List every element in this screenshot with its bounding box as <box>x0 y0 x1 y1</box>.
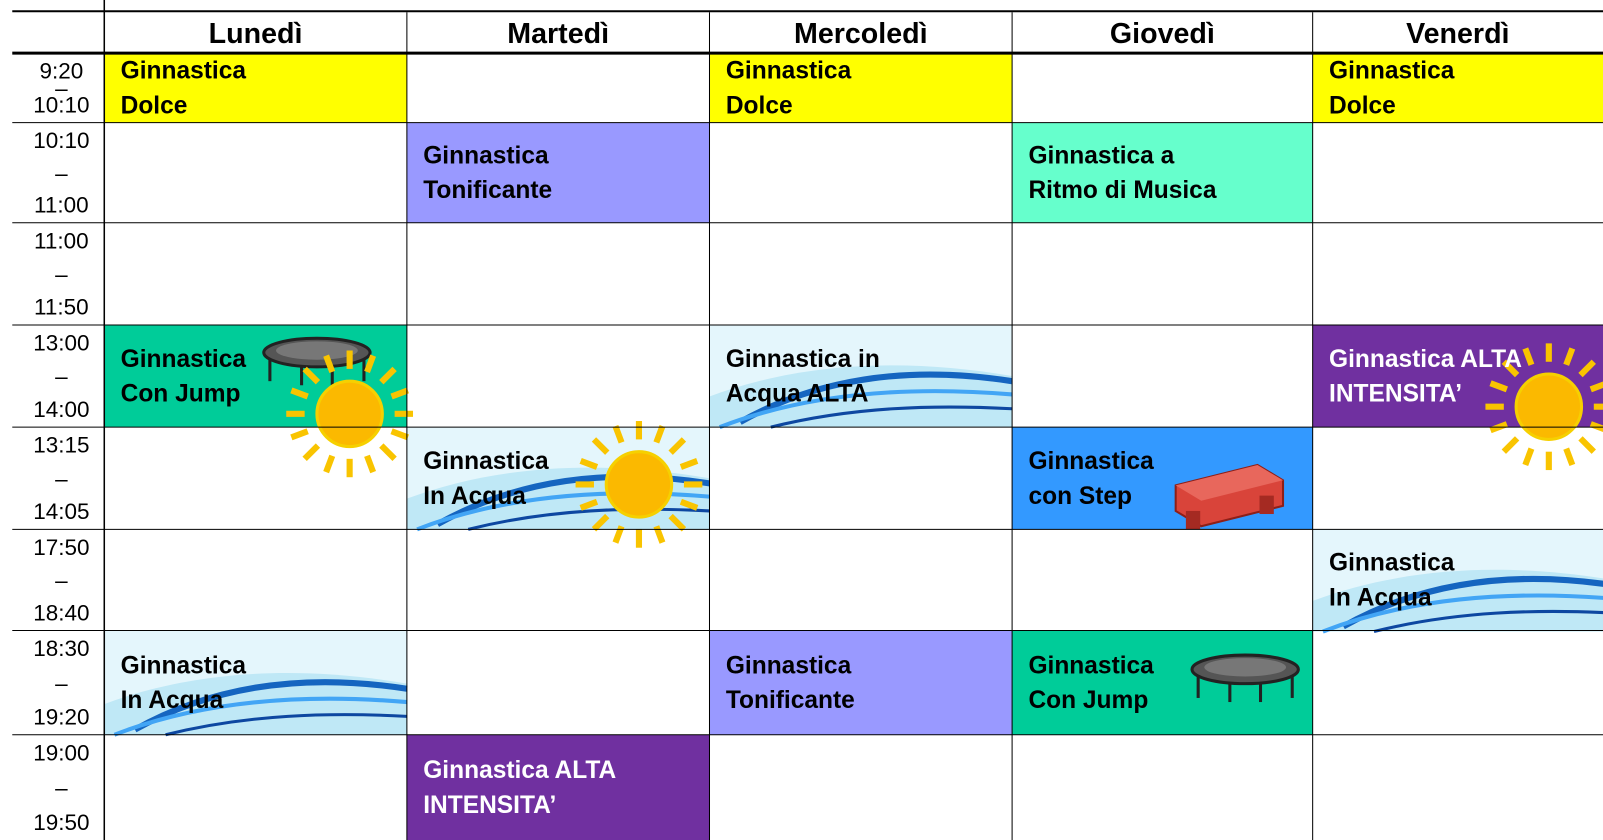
labels: Lunedì Martedì Mercoledì Giovedì Venerdì 9:20… <box>33 18 1522 835</box>
class-name: Dolce <box>121 92 188 119</box>
day-header: Mercoledì <box>794 18 928 50</box>
class-name: Ginnastica <box>121 346 247 373</box>
time-end: 19:20 <box>33 705 89 730</box>
class-name: Tonificante <box>423 177 552 204</box>
time-separator: – <box>55 671 68 696</box>
class-name: Ginnastica <box>1028 448 1154 475</box>
class-name: Con Jump <box>1028 687 1148 714</box>
class-name: Acqua ALTA <box>726 381 869 408</box>
class-name: INTENSITA’ <box>1329 381 1462 408</box>
class-cell <box>709 53 1013 123</box>
time-start: 13:15 <box>33 433 89 458</box>
class-name: Ginnastica in <box>726 346 880 373</box>
class-name: Ginnastica <box>726 652 852 679</box>
time-start: 17:50 <box>33 535 89 560</box>
class-cell <box>406 122 710 223</box>
time-separator: – <box>55 776 68 801</box>
class-name: Ginnastica <box>1329 550 1455 577</box>
day-header: Martedì <box>507 18 609 50</box>
step-image <box>1174 463 1285 530</box>
class-name: Ginnastica ALTA <box>1329 346 1522 373</box>
class-name: Tonificante <box>726 687 855 714</box>
time-start: 19:00 <box>33 740 89 765</box>
class-name: Con Jump <box>121 381 241 408</box>
time-end: 19:50 <box>33 810 89 835</box>
time-end: 14:00 <box>33 397 89 422</box>
class-cell <box>1312 53 1603 123</box>
grid <box>12 0 1603 840</box>
time-separator: – <box>55 568 68 593</box>
class-name: In Acqua <box>1329 584 1432 611</box>
class-name: con Step <box>1028 483 1132 510</box>
class-name: Dolce <box>726 92 793 119</box>
class-name: Ginnastica a <box>1028 143 1174 170</box>
day-header: Venerdì <box>1406 18 1509 50</box>
time-end: 11:50 <box>34 295 89 320</box>
time-start: 10:10 <box>33 128 89 153</box>
time-separator: – <box>55 262 68 287</box>
time-start: 18:30 <box>33 636 89 661</box>
class-name: Ginnastica <box>1329 58 1455 85</box>
class-cell <box>1012 122 1313 223</box>
class-name: Ginnastica <box>121 652 247 679</box>
time-separator: – <box>55 466 68 491</box>
day-header: Giovedì <box>1110 18 1215 50</box>
time-start: 9:20 <box>39 59 83 84</box>
class-name: Ginnastica <box>121 58 247 85</box>
time-end: 14:05 <box>33 499 89 524</box>
time-end: 18:40 <box>33 600 89 625</box>
class-cell <box>709 630 1013 735</box>
class-cell <box>406 734 710 840</box>
time-end: 10:10 <box>33 92 89 117</box>
time-separator: – <box>55 76 68 101</box>
class-name: INTENSITA’ <box>423 792 556 819</box>
time-end: 11:00 <box>34 193 89 218</box>
time-start: 11:00 <box>34 228 89 253</box>
decorations <box>104 336 1603 734</box>
class-name: Ginnastica <box>1028 652 1154 679</box>
class-name: Ginnastica <box>423 143 549 170</box>
time-start: 13:00 <box>33 331 89 356</box>
class-name: In Acqua <box>423 483 526 510</box>
time-separator: – <box>55 364 68 389</box>
class-name: Dolce <box>1329 92 1396 119</box>
day-header: Lunedì <box>209 18 303 50</box>
class-name: Ginnastica ALTA <box>423 757 616 784</box>
class-name: In Acqua <box>121 687 224 714</box>
cells <box>104 53 1603 840</box>
class-name: Ritmo di Musica <box>1028 177 1216 204</box>
class-name: Ginnastica <box>726 58 852 85</box>
class-name: Ginnastica <box>423 448 549 475</box>
time-separator: – <box>55 161 68 186</box>
class-cell <box>104 53 407 123</box>
